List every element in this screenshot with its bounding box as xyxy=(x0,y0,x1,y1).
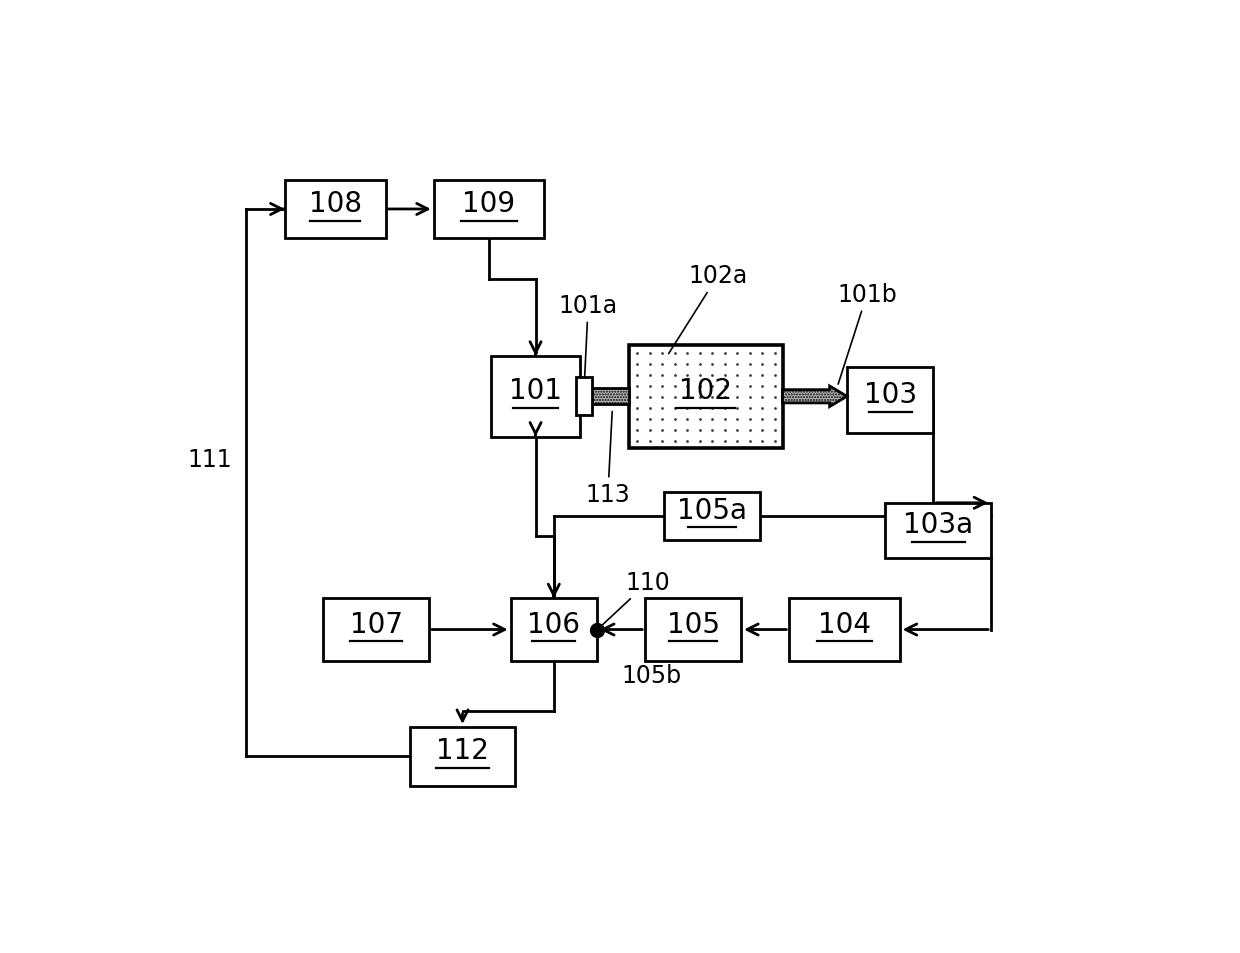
Text: 110: 110 xyxy=(601,571,671,626)
Bar xyxy=(629,346,782,448)
Text: 105b: 105b xyxy=(621,663,681,687)
Text: 113: 113 xyxy=(585,412,630,507)
Text: 103: 103 xyxy=(863,380,916,409)
Bar xyxy=(285,180,386,239)
Bar xyxy=(511,598,596,661)
Text: 102a: 102a xyxy=(668,264,748,355)
Bar xyxy=(847,368,934,434)
Text: 101a: 101a xyxy=(558,294,618,387)
Bar xyxy=(885,503,991,558)
Bar xyxy=(593,389,629,405)
Bar xyxy=(789,598,900,661)
Text: 108: 108 xyxy=(309,190,362,218)
Text: 104: 104 xyxy=(818,610,870,638)
Bar xyxy=(575,377,593,416)
Bar xyxy=(645,598,742,661)
Bar xyxy=(409,727,516,786)
Text: 101: 101 xyxy=(510,377,562,405)
Text: 105: 105 xyxy=(667,610,719,638)
Text: 102: 102 xyxy=(680,377,732,405)
Text: 111: 111 xyxy=(187,447,232,471)
Polygon shape xyxy=(782,387,847,407)
Bar xyxy=(434,180,544,239)
Text: 112: 112 xyxy=(436,737,489,764)
Text: 106: 106 xyxy=(527,610,580,638)
Text: 107: 107 xyxy=(350,610,403,638)
Text: 109: 109 xyxy=(463,190,516,218)
Bar xyxy=(324,598,429,661)
Text: 101b: 101b xyxy=(837,282,897,385)
Text: 105a: 105a xyxy=(677,497,748,524)
Bar xyxy=(491,356,580,437)
Text: 103a: 103a xyxy=(903,511,973,538)
Bar xyxy=(665,493,760,540)
